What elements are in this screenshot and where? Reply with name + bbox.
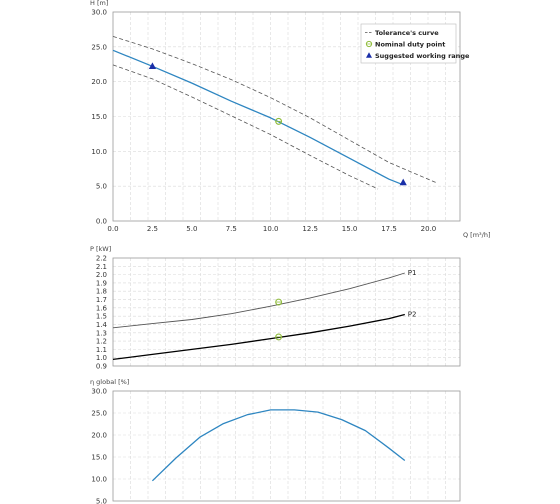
x-tick-label: 10.0 — [263, 225, 279, 233]
plot-frame — [112, 390, 461, 502]
y-tick-label: 10.0 — [91, 148, 107, 156]
triangle-icon — [366, 52, 372, 58]
y-tick-label: 2.2 — [96, 255, 107, 263]
y-tick-label: 30.0 — [91, 388, 107, 396]
y-tick-label: 1.1 — [96, 346, 107, 354]
efficiency-chart: 5.0 10.0 15.0 20.0 25.0 30.0 η global [%] — [90, 378, 461, 504]
y-tick-label: 1.4 — [96, 321, 108, 329]
y-tick-label: 5.0 — [96, 498, 107, 504]
y-tick-label: 15.0 — [91, 454, 107, 462]
series-label: P1 — [408, 269, 417, 277]
legend: Tolerance's curve Nominal duty point Sugge… — [360, 23, 470, 64]
y-tick-label: 1.6 — [96, 304, 108, 312]
head-chart: 0.0 5.0 10.0 15.0 20.0 25.0 30.0 H [m] Q [m³/h] 0… — [90, 0, 491, 239]
y-tick-label: 5.0 — [96, 183, 107, 191]
x-tick-label: 2.5 — [147, 225, 158, 233]
y-tick-label: 0.0 — [96, 218, 107, 226]
y-tick-label: 15.0 — [91, 113, 107, 121]
y-tick-label: 10.0 — [91, 476, 107, 484]
nominal-duty-point-marker — [275, 298, 283, 306]
y-tick-label: 1.0 — [96, 354, 107, 362]
efficiency-curve — [151, 409, 406, 482]
y-tick-label: 1.9 — [96, 279, 107, 287]
x-tick-label: 20.0 — [421, 225, 437, 233]
nominal-duty-point-marker — [275, 333, 283, 341]
p2-curve — [112, 313, 405, 361]
p1-curve — [112, 272, 405, 329]
y-tick-label: 0.9 — [96, 363, 107, 371]
x-tick-label: 5.0 — [186, 225, 197, 233]
y-tick-label: 2.0 — [96, 271, 107, 279]
y-tick-label: 20.0 — [91, 432, 107, 440]
y-tick-label: 30.0 — [91, 9, 107, 17]
y-tick-label: 20.0 — [91, 78, 107, 86]
x-tick-label: 0.0 — [107, 225, 118, 233]
y-tick-label: 1.2 — [96, 338, 107, 346]
circle-icon — [365, 40, 373, 48]
working-range-marker — [148, 62, 157, 69]
legend-entry: Tolerance's curve — [375, 29, 439, 37]
nominal-duty-point-marker — [275, 117, 283, 125]
x-tick-label: 15.0 — [342, 225, 358, 233]
y-tick-label: 1.5 — [96, 313, 107, 321]
head-curve — [112, 49, 404, 186]
x-axis-label: Q [m³/h] — [463, 231, 491, 239]
y-tick-label: 2.1 — [96, 263, 107, 271]
legend-box — [360, 23, 457, 64]
x-tick-label: 12.5 — [302, 225, 318, 233]
tolerance-curve — [112, 64, 379, 190]
legend-entry: Nominal duty point — [375, 40, 445, 48]
tolerance-curve — [112, 36, 437, 184]
working-range-marker — [399, 178, 407, 186]
y-axis-label: P [kW] — [90, 245, 111, 253]
series-label: P2 — [408, 310, 417, 318]
power-chart: 0.91.01.11.21.31.41.51.61.71.81.92.02.12… — [90, 245, 461, 371]
plot-frame — [112, 257, 461, 367]
y-tick-label: 1.8 — [96, 288, 107, 296]
y-tick-label: 25.0 — [91, 43, 107, 51]
y-axis-label: η global [%] — [90, 378, 129, 386]
y-tick-label: 1.3 — [96, 329, 107, 337]
legend-entry: Suggested working range — [375, 52, 470, 60]
x-tick-label: 7.5 — [226, 225, 237, 233]
y-tick-label: 25.0 — [91, 410, 107, 418]
plot-frame — [112, 11, 461, 222]
x-tick-label: 17.5 — [381, 225, 397, 233]
y-tick-label: 1.7 — [96, 296, 107, 304]
y-axis-label: H [m] — [90, 0, 108, 7]
